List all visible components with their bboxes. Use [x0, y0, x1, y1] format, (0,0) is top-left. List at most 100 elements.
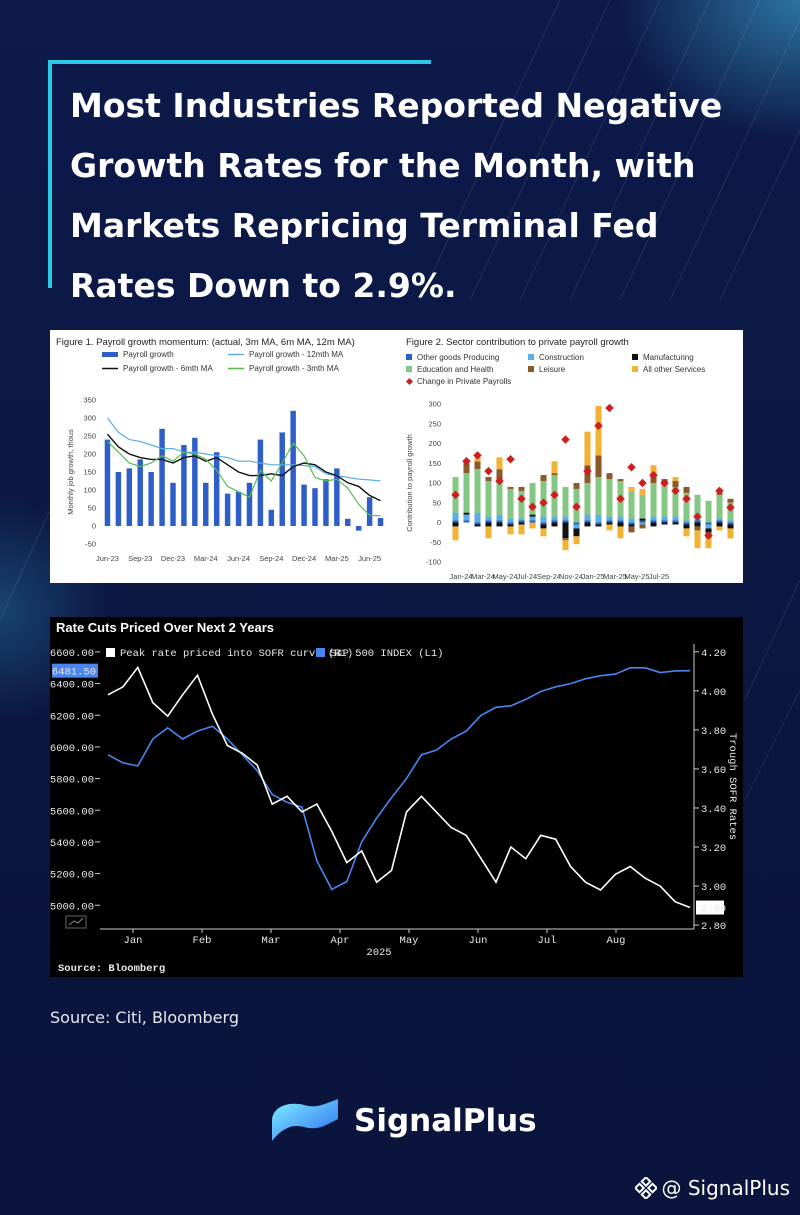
fig1-bar [181, 445, 187, 526]
fig2-bar-segment [639, 518, 646, 521]
fig1-bar [257, 439, 264, 526]
fig1-bar [213, 452, 220, 526]
bb-right-axis-label: Trough SOFR Rates [726, 733, 738, 840]
bb-legend-label: S&P 500 INDEX (L1) [330, 648, 443, 660]
fig2-bar-segment [551, 520, 558, 523]
bb-xtick-label: Apr [331, 935, 350, 947]
fig2-bar-segment [463, 473, 470, 513]
bb-left-tick-label: 5600.00 [50, 806, 94, 818]
bb-last-left-label: 6481.50 [52, 667, 96, 679]
fig1-xtick-label: Jun-25 [358, 554, 381, 563]
fig2-bar-segment [672, 520, 679, 523]
fig2-bar-segment [716, 526, 723, 531]
fig2-bar-segment [474, 524, 481, 527]
fig2-bar-segment [694, 530, 701, 549]
fig2-bar-segment [639, 520, 646, 523]
fig2-bar-segment [606, 479, 613, 517]
fig2-marker [605, 403, 614, 413]
bb-year-label: 2025 [366, 947, 391, 959]
fig2-bar-segment [617, 522, 624, 527]
fig2-bar-segment [683, 492, 690, 521]
fig2-bar-segment [672, 516, 679, 521]
fig2-legend-label: Manufacturing [643, 353, 694, 362]
citi-figures-panel: Figure 1. Payroll growth momentum: (actu… [50, 330, 743, 583]
fig2-legend-label: Leisure [539, 365, 566, 374]
bb-last-right-label: 2.89 [701, 904, 726, 916]
bb-xtick-label: May [400, 935, 419, 947]
fig2-legend-label: All other Services [643, 365, 705, 374]
fig2-chart: Other goods Producing Construction Manufac… [405, 353, 735, 581]
fig1-ytick-label: -50 [85, 540, 96, 549]
fig1-bar [301, 484, 307, 526]
fig1-xtick-label: Sep-23 [128, 554, 152, 563]
bb-last-right-box [696, 900, 724, 915]
bb-legend-label: Peak rate priced into SOFR curve (R1) [120, 648, 353, 660]
fig2-bar-segment [518, 520, 525, 523]
bb-right-tick-label: 4.20 [701, 648, 726, 660]
fig1-bar [148, 472, 154, 526]
headline-block: Most Industries Reported Negative Growth… [48, 60, 748, 305]
fig2-bar-segment [628, 518, 635, 523]
fig2-marker [484, 466, 493, 476]
fig2-marker [627, 462, 636, 472]
bb-xtick-label: Jul [538, 935, 557, 947]
fig2-bar-segment [507, 488, 514, 519]
bb-left-tick-label: 5400.00 [50, 838, 94, 850]
bb-left-tick-label: 5200.00 [50, 870, 94, 882]
social-handle[interactable]: @ SignalPlus [635, 1176, 790, 1200]
fig2-bar-segment [606, 473, 613, 480]
fig1-legend-label: Payroll growth [123, 350, 174, 359]
fig2-xtick-label: Nov-24 [559, 572, 583, 581]
fig2-xtick-label: Sep-24 [537, 572, 561, 581]
fig2-bar-segment [705, 528, 712, 533]
fig1-xtick-label: Dec-24 [292, 554, 316, 563]
fig1-bar [159, 428, 165, 526]
fig1-line [107, 440, 381, 517]
fig1-xtick-label: Jun-23 [96, 554, 119, 563]
fig2-bar-segment [694, 526, 701, 531]
fig2-bar-segment [628, 524, 635, 527]
fig2-bar-segment [650, 520, 657, 523]
fig2-legend-label: Construction [539, 353, 584, 362]
fig2-bar-segment [716, 494, 723, 519]
fig2-ytick-label: 100 [428, 479, 441, 488]
fig1-bar [279, 432, 285, 526]
fig2-xtick-label: May-24 [492, 572, 517, 581]
fig2-bar-segment [617, 516, 624, 521]
fig2-bar-segment [716, 518, 723, 521]
fig2-bar-segment [727, 528, 734, 539]
fig2-bar-segment [573, 524, 580, 529]
fig2-legend-swatch [632, 354, 638, 360]
fig2-bar-segment [562, 516, 569, 521]
fig2-bar-segment [551, 461, 558, 474]
bb-xtick-label: Jan [124, 935, 143, 947]
fig2-bar-segment [562, 538, 569, 541]
handle-text: @ SignalPlus [661, 1176, 790, 1200]
fig2-bar-segment [639, 524, 646, 529]
fig2-bar-segment [573, 522, 580, 525]
fig2-bar-segment [518, 486, 525, 491]
fig2-xtick-label: Jan-25 [582, 572, 605, 581]
fig2-bar-segment [727, 524, 734, 529]
bb-right-tick-label: 3.80 [701, 726, 726, 738]
fig2-bar-segment [540, 475, 547, 482]
fig2-marker [462, 457, 471, 466]
fig2-bar-segment [639, 522, 646, 525]
fig2-bar-segment [540, 522, 547, 525]
fig2-marker [638, 478, 647, 488]
fig2-xtick-label: Jul-24 [517, 572, 537, 581]
fig2-bar-segment [485, 522, 492, 527]
fig2-marker [473, 451, 482, 460]
fig1-bar [268, 509, 275, 526]
fig1-bar [126, 468, 133, 526]
fig2-bar-segment [683, 524, 690, 529]
fig2-bar-segment [496, 457, 503, 470]
fig2-bar-segment [485, 520, 492, 523]
fig1-bar [290, 410, 296, 526]
fig2-bar-segment [584, 514, 591, 521]
fig2-bar-segment [474, 522, 481, 525]
fig2-marker [715, 486, 724, 496]
fig2-legend-swatch [405, 377, 414, 386]
bb-last-left-box [52, 663, 98, 678]
fig2-bar-segment [496, 483, 503, 515]
